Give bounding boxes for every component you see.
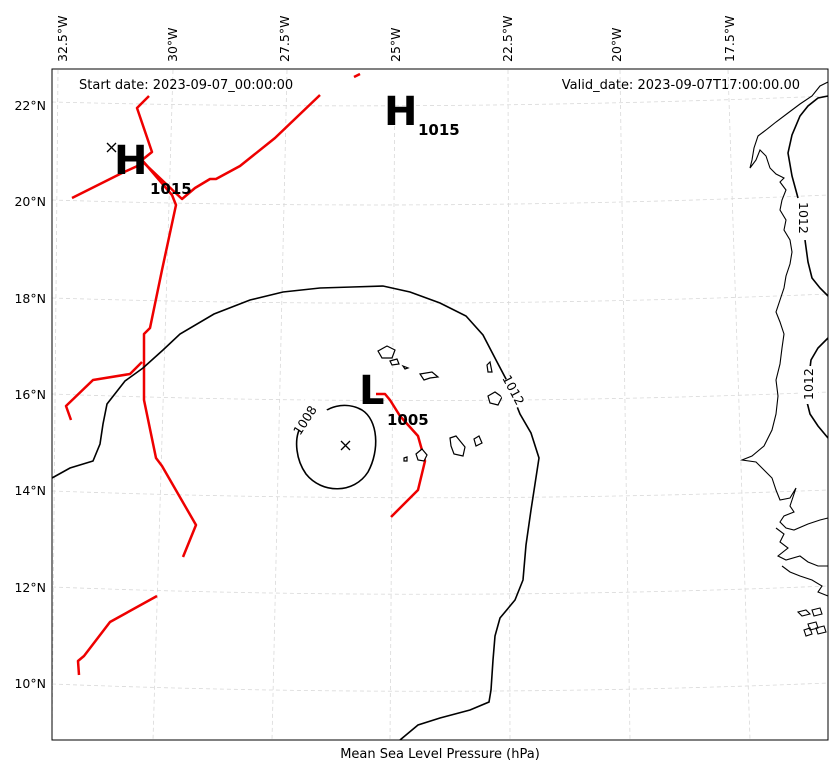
isobar-label-mask-1012-c <box>800 366 818 404</box>
coast-bissagos-islands <box>796 607 827 637</box>
isobar-label-mask-1008 <box>289 396 329 438</box>
pressure-centers: H 1015 H 1015 L 1005 <box>114 89 460 429</box>
island-santiago <box>449 435 466 457</box>
lat-tick-14n: 14°N <box>14 483 46 498</box>
start-date-label: Start date: 2023-09-07_00:00:00 <box>79 78 294 93</box>
isobar-label-1012-b: 1012 <box>796 202 811 234</box>
top-margin-mask <box>52 0 832 69</box>
isobar-1012-east-lower <box>809 337 829 369</box>
african-coastline <box>739 81 829 637</box>
coast-western-sahara <box>739 81 829 531</box>
low-letter: L <box>359 368 385 414</box>
island-sao-nicolau <box>418 371 440 381</box>
high-letter-west: H <box>114 138 147 184</box>
island-santa-luzia <box>401 364 410 370</box>
high-center-cross <box>106 142 117 153</box>
lon-tick-22-5w: 22.5°W <box>500 16 515 62</box>
lon-tick-17-5w: 17.5°W <box>722 16 737 62</box>
lon-tick-20w: 20°W <box>609 27 624 62</box>
isobar-1012-east-middle <box>804 239 829 297</box>
trough-line-north <box>71 94 321 201</box>
isobar-label-1012-c: 1012 <box>801 368 816 400</box>
low-center-cross <box>340 440 351 451</box>
isobar-label-mask-1012-b <box>795 200 813 240</box>
island-santo-antao <box>377 345 396 359</box>
high-value-west: 1015 <box>150 180 192 198</box>
island-sal <box>486 360 493 373</box>
trough-line-central <box>376 392 427 518</box>
high-letter-north: H <box>384 89 417 135</box>
map-caption: Mean Sea Level Pressure (hPa) <box>340 747 540 762</box>
island-sao-vicente <box>389 358 400 366</box>
coast-guinea-bissau <box>775 527 829 597</box>
island-boa-vista <box>487 391 503 406</box>
isobar-1008 <box>295 404 377 490</box>
isobar-1012-east-bottom <box>806 401 829 439</box>
lon-tick-25w: 25°W <box>388 27 403 62</box>
map-frame <box>51 68 829 741</box>
lat-tick-22n: 22°N <box>14 98 46 113</box>
lat-tick-12n: 12°N <box>14 580 46 595</box>
lat-tick-18n: 18°N <box>14 291 46 306</box>
isobar-label-mask-1012-a <box>495 375 528 412</box>
trough-line-south <box>76 594 158 676</box>
isobar-1012-east-upper <box>787 95 829 199</box>
isobar-1012-main <box>51 285 540 741</box>
island-fogo <box>415 448 428 462</box>
trough-lines <box>64 72 427 676</box>
lon-tick-30w: 30°W <box>165 27 180 62</box>
lat-tick-10n: 10°N <box>14 676 46 691</box>
longitude-tick-labels: 32.5°W 30°W 27.5°W 25°W 22.5°W 20°W 17.5… <box>55 16 737 62</box>
valid-date-label: Valid_date: 2023-09-07T17:00:00.00 <box>561 78 800 93</box>
cape-verde-islands <box>377 345 503 462</box>
lon-tick-32-5w: 32.5°W <box>55 16 70 62</box>
lon-tick-27-5w: 27.5°W <box>277 16 292 62</box>
low-value: 1005 <box>387 411 429 429</box>
high-value-north: 1015 <box>418 121 460 139</box>
trough-line-west <box>135 95 198 558</box>
island-maio <box>473 435 483 447</box>
trough-line-southwest <box>64 361 143 421</box>
map-gridlines <box>51 69 829 741</box>
pressure-center-markers <box>106 142 351 451</box>
lat-tick-16n: 16°N <box>14 387 46 402</box>
lat-tick-20n: 20°N <box>14 194 46 209</box>
trough-line-top <box>353 72 361 79</box>
island-brava <box>403 456 408 462</box>
latitude-tick-labels: 22°N 20°N 18°N 16°N 14°N 12°N 10°N <box>14 98 46 691</box>
isobars <box>51 95 829 741</box>
